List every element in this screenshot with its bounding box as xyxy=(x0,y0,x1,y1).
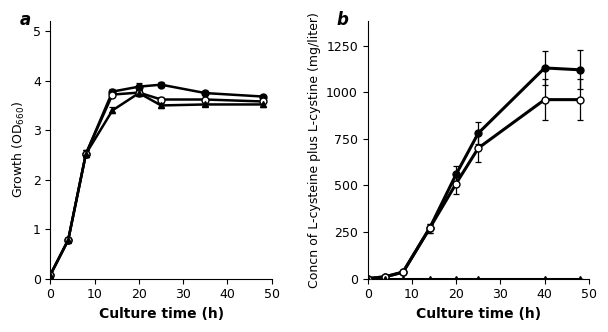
Y-axis label: Growth (OD$_{660}$): Growth (OD$_{660}$) xyxy=(11,102,27,199)
X-axis label: Culture time (h): Culture time (h) xyxy=(416,307,541,321)
Text: a: a xyxy=(19,11,31,29)
X-axis label: Culture time (h): Culture time (h) xyxy=(98,307,224,321)
Y-axis label: Concn of L-cysteine plus L-cystine (mg/liter): Concn of L-cysteine plus L-cystine (mg/l… xyxy=(308,12,320,288)
Text: b: b xyxy=(337,11,348,29)
